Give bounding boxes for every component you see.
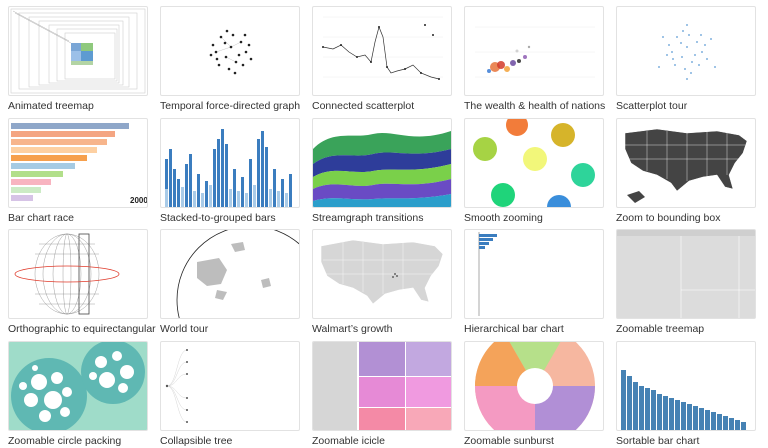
gallery-card-stacked-grouped-bars[interactable]: Stacked-to-grouped bars: [160, 118, 300, 225]
thumbnail-circle-packing[interactable]: [8, 341, 148, 431]
gallery-card-zoomable-icicle[interactable]: Zoomable icicle: [312, 341, 452, 448]
gallery-card-streamgraph[interactable]: Streamgraph transitions: [312, 118, 452, 225]
thumbnail-zoomable-icicle[interactable]: [312, 341, 452, 431]
gallery-card-bar-chart-race[interactable]: 2000 Bar chart race: [8, 118, 148, 225]
gallery-card-walmart-growth[interactable]: Walmart’s growth: [312, 229, 452, 336]
thumbnail-animated-treemap[interactable]: [8, 6, 148, 96]
thumbnail-stacked-grouped-bars[interactable]: [160, 118, 300, 208]
thumbnail-collapsible-tree[interactable]: [160, 341, 300, 431]
bar-race-year-label: 2000: [130, 196, 147, 205]
thumbnail-zoomable-sunburst[interactable]: [464, 341, 604, 431]
thumbnail-bar-chart-race[interactable]: 2000: [8, 118, 148, 208]
card-title[interactable]: The wealth & health of nations: [464, 100, 606, 112]
thumbnail-streamgraph[interactable]: [312, 118, 452, 208]
thumbnail-zoom-bounding-box[interactable]: [616, 118, 756, 208]
gallery-card-circle-packing[interactable]: Zoomable circle packing: [8, 341, 148, 448]
thumbnail-sortable-bar[interactable]: [616, 341, 756, 431]
card-title[interactable]: World tour: [160, 323, 209, 335]
thumbnail-connected-scatterplot[interactable]: [312, 6, 452, 96]
card-title[interactable]: Bar chart race: [8, 212, 74, 224]
gallery-card-collapsible-tree[interactable]: Collapsible tree: [160, 341, 300, 448]
thumbnail-world-tour[interactable]: [160, 229, 300, 319]
thumbnail-scatterplot-tour[interactable]: [616, 6, 756, 96]
gallery-card-temporal-force-graph[interactable]: Temporal force-directed graph: [160, 6, 300, 113]
gallery-card-hierarchical-bar[interactable]: Hierarchical bar chart: [464, 229, 604, 336]
card-title[interactable]: Connected scatterplot: [312, 100, 415, 112]
gallery-card-animated-treemap[interactable]: Animated treemap: [8, 6, 148, 113]
gallery-card-zoom-bounding-box[interactable]: Zoom to bounding box: [616, 118, 756, 225]
gallery-card-wealth-health[interactable]: The wealth & health of nations: [464, 6, 605, 113]
gallery-card-zoomable-treemap[interactable]: Zoomable treemap: [616, 229, 756, 336]
card-title[interactable]: Hierarchical bar chart: [464, 323, 564, 335]
thumbnail-temporal-force-graph[interactable]: [160, 6, 300, 96]
gallery-card-smooth-zooming[interactable]: Smooth zooming: [464, 118, 604, 225]
card-title[interactable]: Stacked-to-grouped bars: [160, 212, 276, 224]
thumbnail-wealth-health[interactable]: [464, 6, 604, 96]
gallery-card-connected-scatterplot[interactable]: Connected scatterplot: [312, 6, 452, 113]
gallery-card-zoomable-sunburst[interactable]: Zoomable sunburst: [464, 341, 604, 448]
thumbnail-hierarchical-bar[interactable]: [464, 229, 604, 319]
gallery-card-orthographic-equirectangular[interactable]: Orthographic to equirectangular: [8, 229, 156, 336]
card-title[interactable]: Temporal force-directed graph: [160, 100, 301, 112]
card-title[interactable]: Animated treemap: [8, 100, 94, 112]
card-title[interactable]: Streamgraph transitions: [312, 212, 424, 224]
card-title[interactable]: Zoomable treemap: [616, 323, 705, 335]
thumbnail-zoomable-treemap[interactable]: [616, 229, 756, 319]
thumbnail-walmart-growth[interactable]: [312, 229, 452, 319]
card-title[interactable]: Scatterplot tour: [616, 100, 688, 112]
card-title[interactable]: Smooth zooming: [464, 212, 543, 224]
card-title[interactable]: Zoom to bounding box: [616, 212, 721, 224]
thumbnail-smooth-zooming[interactable]: [464, 118, 604, 208]
gallery-card-scatterplot-tour[interactable]: Scatterplot tour: [616, 6, 756, 113]
gallery-card-sortable-bar[interactable]: Sortable bar chart: [616, 341, 756, 448]
card-title[interactable]: Walmart’s growth: [312, 323, 393, 335]
thumbnail-orthographic-equirectangular[interactable]: [8, 229, 148, 319]
gallery-card-world-tour[interactable]: World tour: [160, 229, 300, 336]
card-title[interactable]: Orthographic to equirectangular: [8, 323, 156, 335]
